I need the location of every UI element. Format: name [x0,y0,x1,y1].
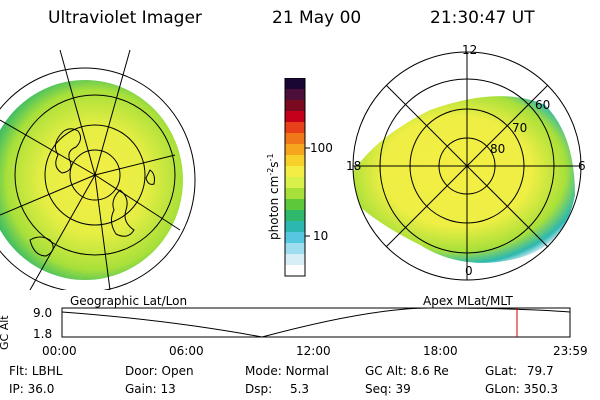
geographic-title: Geographic Lat/Lon [70,294,188,308]
auroral-oval [353,96,575,263]
polar-plot [352,51,582,281]
lat-label-80: 80 [490,142,506,156]
polar-title: Apex MLat/MLT [423,294,513,308]
lat-label-60: 60 [535,98,551,112]
colorbar-label: photon cm-2s-1 [266,153,281,240]
mlt-label-18: 18 [346,159,362,173]
instrument-title: Ultraviolet Imager [48,8,202,28]
colorbar-segment [285,89,305,101]
colorbar-tick-10: 10 [313,229,329,243]
time-tick-2359: 23:59 [553,344,588,358]
alt-tick-low: 1.8 [33,327,53,341]
colorbar-segment [285,188,305,200]
seq-info: Seq: 39 [365,382,411,396]
alt-tick-high: 9.0 [33,306,53,320]
time-tick-0000: 00:00 [42,344,77,358]
lat-label-70: 70 [512,121,528,135]
geographic-image [0,49,196,290]
colorbar-segment [285,243,305,255]
mlt-label-6: 6 [578,159,586,173]
colorbar-segment [285,221,305,233]
gc-alt-info: GC Alt: 8.6 Re [365,364,449,378]
time-label: 21:30:47 UT [430,8,535,28]
colorbar-segment [285,111,305,123]
colorbar-segment [285,199,305,211]
mlt-label-0: 0 [465,264,473,278]
dsp-info: Dsp: 5.3 [245,382,310,396]
colorbar-segment [285,133,305,145]
ip-info: IP: 36.0 [9,382,55,396]
colorbar-segment [285,122,305,134]
glon-info: GLon: 350.3 [485,382,558,396]
date-label: 21 May 00 [272,8,362,28]
mode-info: Mode: Normal [245,364,329,378]
colorbar [284,78,310,277]
altitude-plot [61,307,571,338]
colorbar-segment [285,100,305,112]
colorbar-segment [285,166,305,178]
time-tick-1800: 18:00 [423,344,458,358]
altitude-axis-label: GC Alt [0,315,11,350]
colorbar-segment [285,232,305,244]
colorbar-tick-100: 100 [310,141,333,155]
colorbar-segment [285,155,305,167]
colorbar-segment [285,177,305,189]
colorbar-segment [285,254,305,266]
colorbar-segment [285,210,305,222]
door-info: Door: Open [125,364,194,378]
mlt-label-12: 12 [462,43,478,57]
colorbar-segment [285,78,305,90]
glat-info: GLat: 79.7 [485,364,554,378]
gain-info: Gain: 13 [125,382,176,396]
geo-meridians [0,49,181,290]
colorbar-segment [285,265,305,277]
aurora-emission [0,80,183,280]
polar-grid [352,51,582,281]
geo-lat-circles [14,94,176,256]
time-tick-0600: 06:00 [169,344,204,358]
filter-info: Flt: LBHL [9,364,63,378]
colorbar-segment [285,144,305,156]
altitude-curve [61,307,571,338]
time-tick-1200: 12:00 [296,344,331,358]
coastlines [29,128,155,257]
